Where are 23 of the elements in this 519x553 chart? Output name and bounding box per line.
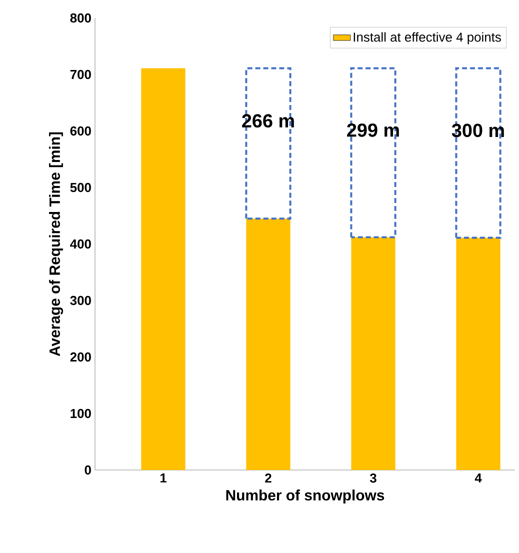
y-tick-label: 700	[70, 70, 91, 80]
y-tick-label: 100	[70, 408, 91, 418]
x-tick-label: 3	[370, 474, 376, 483]
x-tick-label: 2	[265, 474, 272, 483]
data-label: 300 m	[452, 124, 504, 138]
y-tick-label: 500	[70, 182, 91, 192]
y-tick-label: 800	[70, 13, 91, 23]
x-axis-title: Number of snowplows	[226, 490, 384, 504]
x-tick-label: 4	[474, 474, 482, 482]
y-tick-label: 400	[70, 239, 91, 249]
bar	[351, 237, 396, 470]
y-axis-title: Average of Required Time [min]	[49, 132, 64, 356]
y-tick-label: 0	[84, 465, 91, 475]
data-label: 266 m	[242, 114, 294, 128]
y-tick-label: 200	[70, 352, 91, 362]
bar	[141, 68, 186, 470]
legend-label: Install at effective 4 points	[354, 32, 501, 44]
bar	[456, 238, 500, 470]
bar	[246, 218, 290, 470]
x-tick-label: 1	[160, 474, 166, 482]
y-tick-label: 300	[70, 296, 91, 306]
data-label: 299 m	[347, 123, 399, 137]
y-tick-label: 600	[70, 126, 91, 136]
